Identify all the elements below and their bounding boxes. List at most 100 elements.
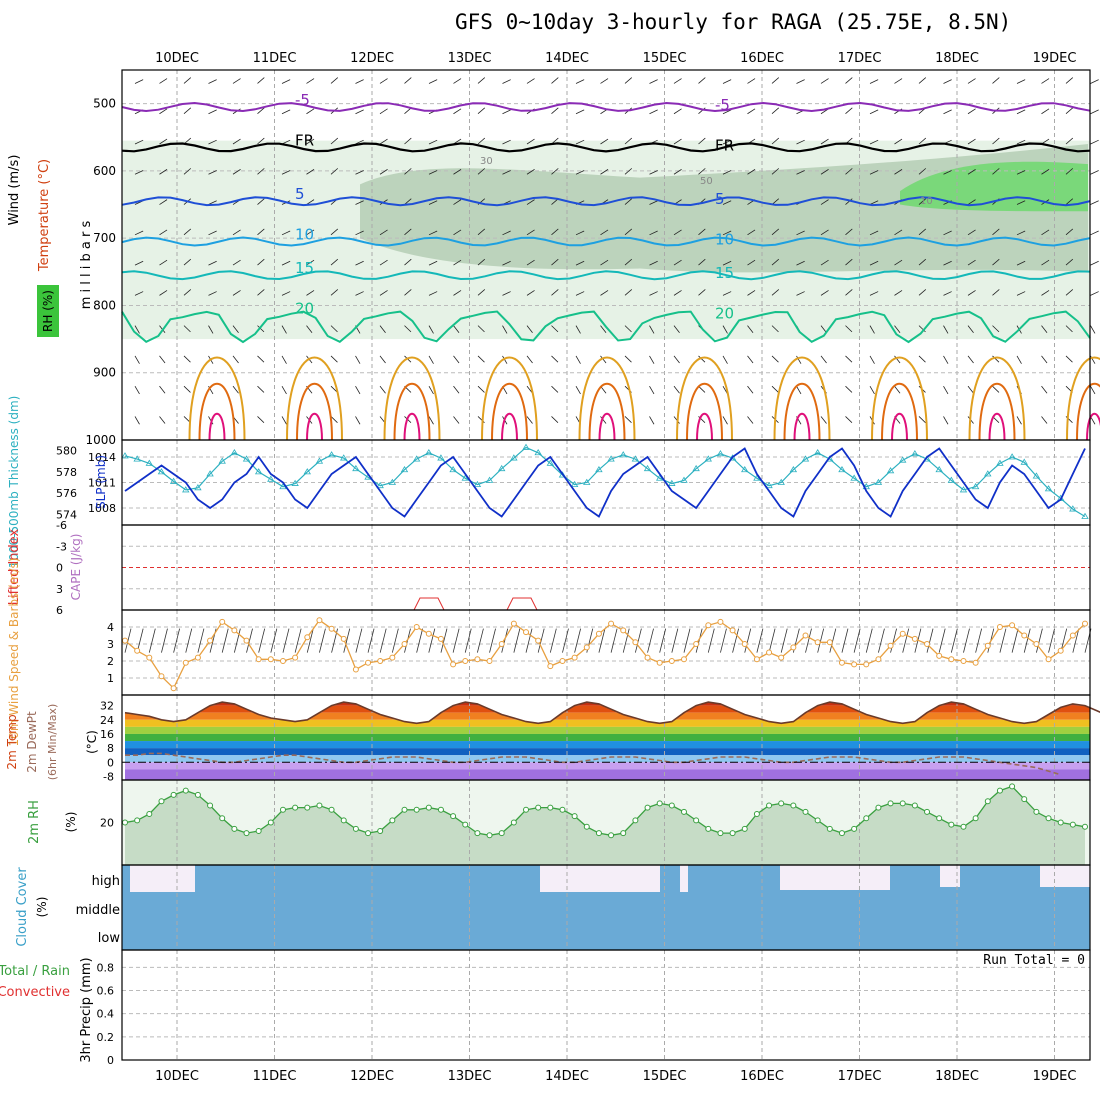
wind-barb [869,200,879,205]
wind-speed-marker [267,656,274,663]
cloud-unit: (%) [35,897,49,918]
wind-barb [306,325,313,333]
wind-barb [134,230,144,236]
wind-barb [453,229,462,236]
wind-speed-marker [887,642,894,649]
wind-barb [1065,107,1074,115]
wind-barb [159,259,168,266]
pressure-tick-label: 600 [93,164,116,178]
wind-barb [502,79,511,84]
rh2m-marker [1082,823,1088,830]
temp-color-band [125,719,1090,727]
wind-barb [698,168,706,175]
wind-speed-marker [680,656,687,663]
wind-barb [967,78,976,84]
rh2m-marker [377,828,384,834]
wind-barb [208,109,217,115]
wind-barb [1016,260,1026,266]
wind-speed-marker [778,654,785,661]
slp-tick-label: 1008 [88,502,116,515]
wind-barb [183,168,192,175]
wind-speed-marker [766,649,773,656]
wind-speed-marker [279,658,286,664]
warm-isotherm-cell [793,412,811,441]
wind-barb [820,138,829,145]
wind-speed-marker [134,647,141,654]
wind-barb [330,416,338,423]
warm-isotherm-cell [588,382,626,441]
wind-speed-marker [790,644,797,651]
wind-barb [257,198,265,205]
wind-barb [992,77,1000,84]
wind-barb [526,229,535,236]
wind-barb [404,258,412,266]
wind-barb [183,228,192,236]
wind-barb [502,260,511,266]
wind-barb [747,78,756,84]
rh2m-marker [717,830,724,837]
wind-barb [1016,109,1026,115]
temp-color-band [125,733,1090,742]
wind-barb [551,355,559,363]
surface-wind-barb [489,628,496,653]
wind-barb [502,291,511,296]
wind-barb [477,137,486,145]
rh2m-marker [1033,808,1040,815]
wind-barb [257,355,265,363]
rh2m-marker [170,791,177,798]
wind-barb [1090,260,1099,266]
wind-barb [967,259,976,266]
wind-speed-marker [814,639,821,646]
surface-wind-barb [756,628,764,653]
wind-speed-marker [377,658,384,664]
wind-barb [771,325,779,333]
wind-barb [355,260,364,266]
rh2m-marker [608,832,615,839]
wind-barb [600,259,609,266]
wind-barb [820,229,829,236]
wind-barb [845,107,853,115]
wind-barb [1016,200,1026,205]
wind-barb [134,291,144,296]
thickness-tick-label: 576 [56,487,77,500]
thickness-marker [874,478,883,485]
wind-barb [281,291,291,296]
date-label-top: 10DEC [155,51,199,66]
thickness-marker [899,456,907,463]
wind-barb [747,355,754,364]
surface-wind-barb [950,628,958,653]
wind-speed-marker [243,637,250,644]
wind-speed-marker [340,635,347,642]
thickness-marker [789,465,798,473]
wind-barb [918,416,926,423]
rh2m-marker [1021,796,1028,803]
wind-barb [624,228,633,236]
rh2m-marker [875,804,882,811]
wind-barb [134,416,140,425]
wind-speed-marker [523,629,530,636]
rh2m-marker [207,802,214,809]
surface-wind-barb [428,628,436,653]
thickness-marker [741,465,749,473]
warm-isotherm-cell [686,382,723,441]
surface-wind-barb [1048,628,1055,653]
wind-barb [379,290,388,296]
wind-speed-marker [1033,641,1040,647]
wind-barb [1041,290,1050,296]
wind-speed-marker [924,641,931,647]
wind-barb [624,325,632,333]
wind-barb [673,355,680,364]
wind-barb [379,325,386,333]
rh2m-marker [158,798,165,805]
wind-barb [722,200,732,205]
wind-barb [698,385,706,393]
wind-barb [575,170,585,175]
wind-barb [894,138,903,145]
wind-barb [918,77,927,84]
temp-ylabel-2: 2m DewPt [25,711,39,773]
thickness-marker [218,457,226,464]
wind-speed-marker [146,654,153,661]
wind-barb [428,170,438,175]
thickness-marker [546,459,555,466]
rh2m-marker [583,823,590,830]
